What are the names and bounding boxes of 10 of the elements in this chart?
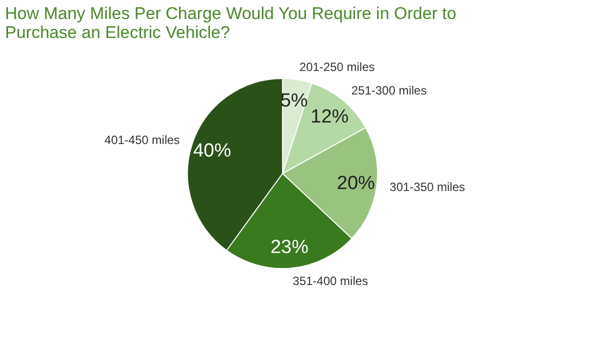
slice-label: 351-400 miles (292, 274, 368, 288)
slice-label: 251-300 miles (351, 83, 427, 98)
data-label: 12% (310, 106, 349, 128)
slice-label: 301-350 miles (390, 180, 466, 194)
slice-label: 401-450 miles (104, 133, 180, 148)
data-label: 23% (270, 237, 309, 258)
data-label: 40% (193, 140, 232, 162)
chart-title: How Many Miles Per Charge Would You Require in Order to Purchase an Electric Vehicle? (5, 4, 456, 42)
data-label: 20% (336, 172, 376, 194)
slice-label: 201-250 miles (299, 60, 375, 74)
